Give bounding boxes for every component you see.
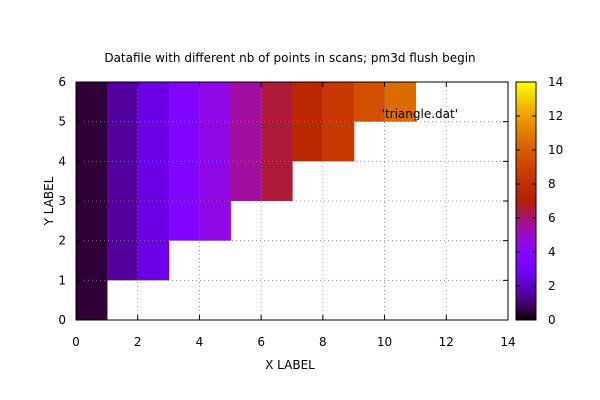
heatmap-cell-8 (322, 82, 355, 162)
y-tick-label-2: 2 (58, 234, 66, 248)
y-tick-label-5: 5 (58, 115, 66, 129)
x-tick-label-0: 0 (72, 335, 80, 349)
colorbar-tick-label-5: 10 (548, 143, 563, 157)
x-tick-label-6: 12 (439, 335, 454, 349)
y-tick-label-3: 3 (58, 194, 66, 208)
heatmap-cell-5 (230, 82, 262, 201)
colorbar-tick-label-7: 14 (548, 75, 563, 89)
x-tick-label-3: 6 (257, 335, 265, 349)
colorbar-tick-label-6: 12 (548, 109, 563, 123)
x-axis: 0 2 4 6 8 10 12 14 (72, 82, 516, 349)
grid-lines (76, 82, 508, 320)
heatmap-cell-0 (76, 82, 108, 320)
legend-label: 'triangle.dat' (382, 107, 458, 121)
x-tick-label-7: 14 (500, 335, 515, 349)
colorbar-tick-label-1: 2 (548, 279, 556, 293)
y-tick-label-1: 1 (58, 273, 66, 287)
x-tick-label-2: 4 (196, 335, 204, 349)
y-axis: 0 1 2 3 4 5 6 (58, 75, 508, 327)
colorbar-gradient (515, 81, 537, 321)
y-tick-label-4: 4 (58, 154, 66, 168)
colorbar-tick-label-0: 0 (548, 313, 556, 327)
heatmap-cell-2 (137, 82, 170, 281)
heatmap-cell-7 (292, 82, 324, 162)
y-axis-label: Y LABEL (42, 176, 56, 226)
y-tick-label-0: 0 (58, 313, 66, 327)
heatmap-cell-6 (261, 82, 293, 201)
heatmap-cell-10 (384, 82, 417, 122)
colorbar: 0 2 4 6 8 10 12 14 (515, 75, 563, 327)
colorbar-tick-label-3: 6 (548, 211, 556, 225)
x-axis-label: X LABEL (265, 358, 315, 372)
chart-title: Datafile with different nb of points in … (104, 51, 475, 65)
y-tick-label-6: 6 (58, 75, 66, 89)
x-tick-label-4: 8 (319, 335, 327, 349)
colorbar-tick-label-4: 8 (548, 177, 556, 191)
heatmap-cell-1 (106, 82, 139, 281)
heatmap-cell-9 (353, 82, 386, 122)
x-tick-label-5: 10 (377, 335, 392, 349)
x-tick-label-1: 2 (134, 335, 142, 349)
colorbar-tick-label-2: 4 (548, 245, 556, 259)
